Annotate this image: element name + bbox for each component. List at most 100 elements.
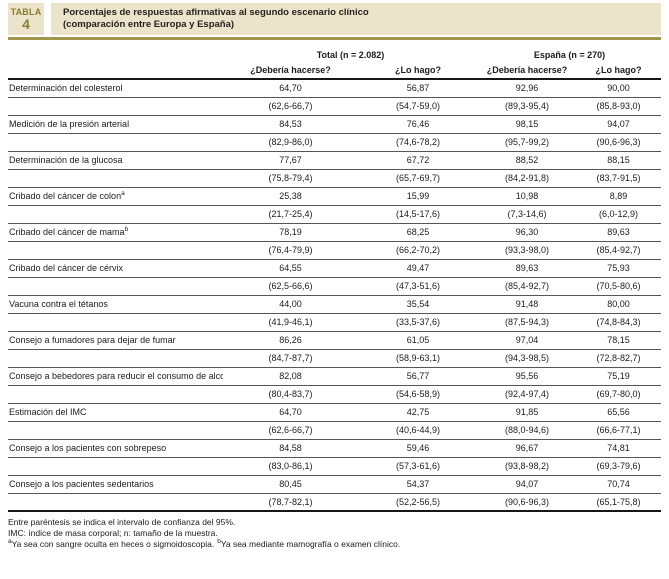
footnote-text-b: Ya sea mediante mamografía o examen clín… [220, 539, 401, 549]
table-row: Consejo a fumadores para dejar de fumar … [8, 331, 662, 350]
value-cell: 89,63 [478, 259, 577, 278]
value-cell: 56,87 [358, 79, 479, 98]
empty-cell [8, 493, 223, 512]
table-row-ci: (83,0-86,1) (57,3-61,6) (93,8-98,2) (69,… [8, 457, 662, 476]
table-row: Cribado del cáncer de cérvix 64,55 49,47… [8, 259, 662, 278]
table-row: Cribado del cáncer de mamab 78,19 68,25 … [8, 223, 662, 242]
ci-cell: (69,3-79,6) [576, 457, 662, 476]
ci-cell: (85,4-92,7) [478, 277, 577, 296]
ci-cell: (69,7-80,0) [576, 385, 662, 404]
value-cell: 95,56 [478, 367, 577, 386]
measure-label: Determinación del colesterol [8, 79, 223, 98]
table-row-ci: (62,6-66,7) (54,7-59,0) (89,3-95,4) (85,… [8, 97, 662, 116]
measure-text: Cribado del cáncer de cérvix [9, 263, 124, 273]
ci-cell: (74,6-78,2) [358, 133, 479, 152]
value-cell: 80,00 [576, 295, 662, 314]
value-cell: 70,74 [576, 475, 662, 494]
ci-cell: (62,5-66,6) [223, 277, 358, 296]
column-header: ¿Debería hacerse? [478, 62, 577, 80]
ci-cell: (82,9-86,0) [223, 133, 358, 152]
ci-cell: (47,3-51,6) [358, 277, 479, 296]
table-header: TABLA 4 Porcentajes de respuestas afirma… [8, 3, 661, 35]
table-row-ci: (62,5-66,6) (47,3-51,6) (85,4-92,7) (70,… [8, 277, 662, 296]
measure-text: Estimación del IMC [9, 407, 87, 417]
table-row: Consejo a los pacientes con sobrepeso 84… [8, 439, 662, 458]
ci-cell: (88,0-94,6) [478, 421, 577, 440]
value-cell: 94,07 [478, 475, 577, 494]
value-cell: 96,30 [478, 223, 577, 242]
value-cell: 64,70 [223, 79, 358, 98]
value-cell: 92,96 [478, 79, 577, 98]
ci-cell: (83,0-86,1) [223, 457, 358, 476]
ci-cell: (54,7-59,0) [358, 97, 479, 116]
table-row-ci: (82,9-86,0) (74,6-78,2) (95,7-99,2) (90,… [8, 133, 662, 152]
empty-cell [8, 97, 223, 116]
table-row-ci: (21,7-25,4) (14,5-17,6) (7,3-14,6) (6,0-… [8, 205, 662, 224]
measure-label: Cribado del cáncer de cérvix [8, 259, 223, 278]
ci-cell: (89,3-95,4) [478, 97, 577, 116]
ci-cell: (93,3-98,0) [478, 241, 577, 260]
measure-text: Cribado del cáncer de mama [9, 227, 125, 237]
column-header: ¿Debería hacerse? [223, 62, 358, 80]
ci-cell: (72,8-82,7) [576, 349, 662, 368]
value-cell: 42,75 [358, 403, 479, 422]
table-number-badge: TABLA 4 [8, 3, 44, 35]
value-cell: 10,98 [478, 187, 577, 206]
table-row: Determinación del colesterol 64,70 56,87… [8, 79, 662, 98]
empty-cell [8, 457, 223, 476]
ci-cell: (66,6-77,1) [576, 421, 662, 440]
value-cell: 67,72 [358, 151, 479, 170]
footnotes: Entre paréntesis se indica el intervalo … [8, 517, 661, 550]
value-cell: 64,55 [223, 259, 358, 278]
column-header: ¿Lo hago? [576, 62, 662, 80]
value-cell: 84,53 [223, 115, 358, 134]
ci-cell: (58,9-63,1) [358, 349, 479, 368]
ci-cell: (6,0-12,9) [576, 205, 662, 224]
value-cell: 54,37 [358, 475, 479, 494]
ci-cell: (33,5-37,6) [358, 313, 479, 332]
footnote-marker-a: a [8, 538, 12, 546]
ci-cell: (76,4-79,9) [223, 241, 358, 260]
value-cell: 35,54 [358, 295, 479, 314]
empty-cell [8, 169, 223, 188]
ci-cell: (94,3-98,5) [478, 349, 577, 368]
table-row-ci: (76,4-79,9) (66,2-70,2) (93,3-98,0) (85,… [8, 241, 662, 260]
ci-cell: (90,6-96,3) [576, 133, 662, 152]
table-row-ci: (62,6-66,7) (40,6-44,9) (88,0-94,6) (66,… [8, 421, 662, 440]
measure-text: Medición de la presión arterial [9, 119, 130, 129]
measure-text: Determinación del colesterol [9, 83, 123, 94]
value-cell: 88,15 [576, 151, 662, 170]
measure-text: Cribado del cáncer de colon [9, 191, 122, 201]
ci-cell: (62,6-66,7) [223, 421, 358, 440]
value-cell: 84,58 [223, 439, 358, 458]
empty-cell [8, 205, 223, 224]
measure-label: Vacuna contra el tétanos [8, 295, 223, 314]
value-cell: 64,70 [223, 403, 358, 422]
measure-label: Determinación de la glucosa [8, 151, 223, 170]
footnote-marker-b: b [217, 538, 221, 546]
value-cell: 44,00 [223, 295, 358, 314]
table-row-ci: (41,9-46,1) (33,5-37,6) (87,5-94,3) (74,… [8, 313, 662, 332]
ci-cell: (62,6-66,7) [223, 97, 358, 116]
ci-cell: (57,3-61,6) [358, 457, 479, 476]
ci-cell: (95,7-99,2) [478, 133, 577, 152]
empty-cell [8, 62, 223, 80]
ci-cell: (21,7-25,4) [223, 205, 358, 224]
value-cell: 96,67 [478, 439, 577, 458]
value-cell: 91,85 [478, 403, 577, 422]
footnote-marker: b [124, 226, 129, 233]
value-cell: 59,46 [358, 439, 479, 458]
footnote-line: aYa sea con sangre oculta en heces o sig… [8, 538, 661, 550]
ci-cell: (84,2-91,8) [478, 169, 577, 188]
value-cell: 98,15 [478, 115, 577, 134]
table-row: Consejo a los pacientes sedentarios 80,4… [8, 475, 662, 494]
measure-label: Medición de la presión arterial [8, 115, 223, 134]
value-cell: 94,07 [576, 115, 662, 134]
footnote-text-a: Ya sea con sangre oculta en heces o sigm… [11, 539, 215, 549]
subheader-row: ¿Debería hacerse? ¿Lo hago? ¿Debería hac… [8, 62, 662, 80]
ci-cell: (85,4-92,7) [576, 241, 662, 260]
ci-cell: (70,5-80,6) [576, 277, 662, 296]
value-cell: 86,26 [223, 331, 358, 350]
value-cell: 56,77 [358, 367, 479, 386]
table-row-ci: (84,7-87,7) (58,9-63,1) (94,3-98,5) (72,… [8, 349, 662, 368]
